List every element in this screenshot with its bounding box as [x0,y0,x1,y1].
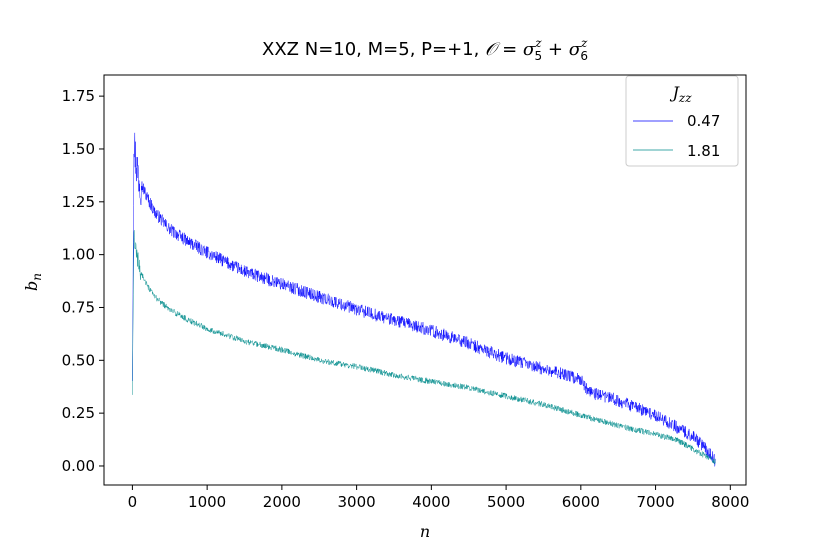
plot-area [103,74,747,486]
legend: Jzz 0.47 1.81 [625,75,739,167]
series-line-0 [132,132,716,467]
series-layer [132,132,716,467]
y-tick-label: 0.00 [62,457,95,475]
x-tick-label: 2000 [263,493,301,511]
x-tick-label: 5000 [487,493,525,511]
x-tick-label: 1000 [188,493,226,511]
x-axis-label: n [420,522,430,541]
y-axis-label: bn [22,273,44,291]
x-tick-label: 0 [128,493,138,511]
x-tick-label: 8000 [711,493,749,511]
y-ticks: 0.00 0.25 0.50 0.75 1.00 1.25 1.50 1.75 [62,87,104,475]
y-tick-label: 0.75 [62,298,95,316]
legend-box [625,75,739,167]
y-tick-label: 0.50 [62,351,95,369]
x-ticks: 0 1000 2000 3000 4000 5000 6000 7000 8000 [128,485,749,511]
legend-label-1: 1.81 [687,142,720,160]
chart-title: XXZ N=10, M=5, P=+1, 𝒪 = σz 5 + σz 6 [262,36,588,63]
series-line-1 [132,229,716,465]
y-tick-label: 1.50 [62,140,95,158]
y-tick-label: 1.25 [62,193,95,211]
y-tick-label: 1.00 [62,246,95,264]
x-tick-label: 3000 [338,493,376,511]
x-tick-label: 6000 [562,493,600,511]
y-tick-label: 1.75 [62,87,95,105]
y-tick-label: 0.25 [62,404,95,422]
axes-frame [103,74,747,486]
x-tick-label: 7000 [636,493,674,511]
x-tick-label: 4000 [412,493,450,511]
legend-label-0: 0.47 [687,112,720,130]
legend-title: Jzz [669,83,692,105]
